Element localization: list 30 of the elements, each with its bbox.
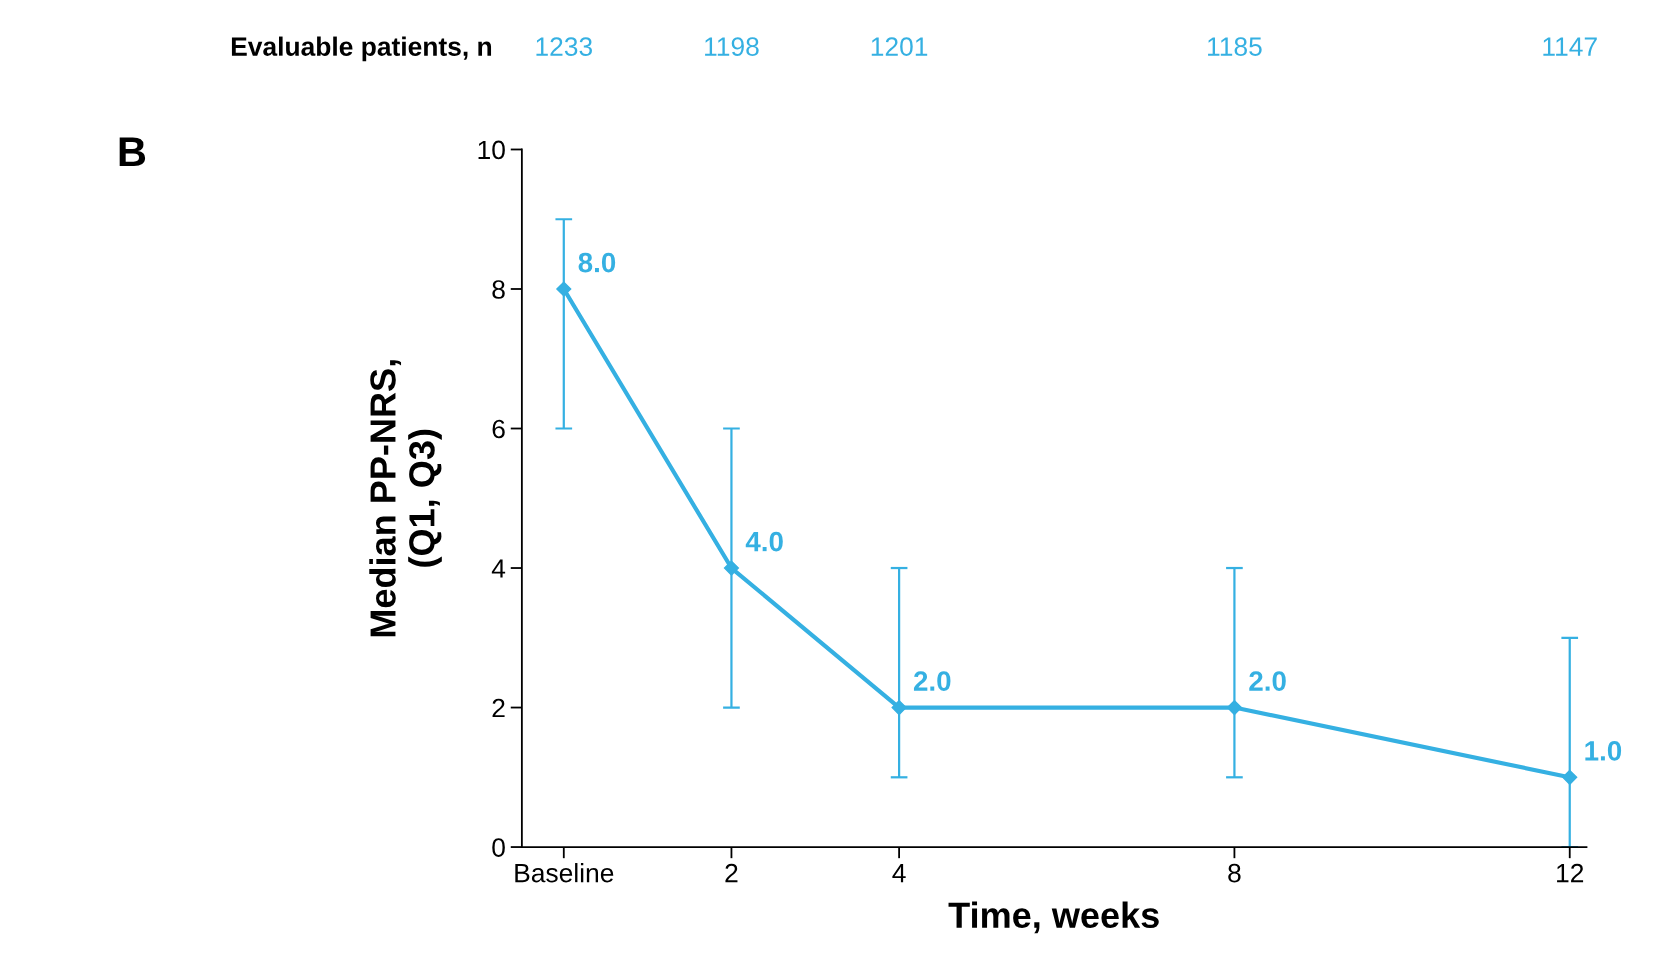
y-tick-label: 0 (492, 838, 505, 857)
point (1562, 769, 1578, 785)
data-label: 2.0 (913, 671, 951, 691)
y-tick-label: 6 (492, 419, 505, 439)
x-axis-title: Time, weeks (948, 901, 1159, 934)
data-label: 8.0 (578, 252, 616, 273)
data-label: 2.0 (1249, 671, 1286, 691)
y-axis-title: Median PP-NRS, (Q1, Q3) (369, 360, 442, 637)
y-tick-label: 10 (478, 140, 505, 160)
data-label: 4.0 (745, 531, 783, 552)
point (1226, 699, 1242, 716)
text: Evaluable patients, n (231, 36, 492, 62)
y-tick-label: 4 (491, 559, 506, 578)
text: 1147 (1543, 37, 1597, 56)
point (891, 699, 907, 716)
text: B (119, 137, 146, 167)
text: 1233 (536, 37, 592, 56)
x-tick-label: 4 (892, 864, 906, 883)
y-tick-label: 2 (492, 698, 505, 718)
x-tick-label: 2 (725, 863, 738, 883)
text: 1185 (1208, 37, 1262, 56)
x-tick-label: Baseline (515, 863, 614, 883)
point (556, 281, 572, 297)
point (723, 560, 740, 576)
data-label: 1.0 (1585, 741, 1622, 761)
x-tick-label: 12 (1557, 863, 1584, 883)
y-tick-label: 8 (492, 280, 505, 299)
text: 1198 (705, 37, 759, 56)
x-tick-label: 8 (1228, 863, 1241, 883)
text: 1201 (871, 37, 928, 56)
